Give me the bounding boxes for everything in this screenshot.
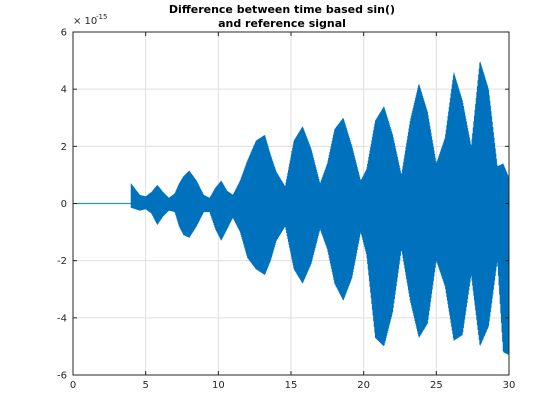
y-exponent-label: × 10 -15 xyxy=(73,13,107,27)
y-tick-label: 0 xyxy=(61,199,67,210)
y-tick-labels: -6 -4 -2 0 2 4 6 xyxy=(57,28,67,382)
chart-title-line2: and reference signal xyxy=(218,17,346,30)
x-tick-label: 10 xyxy=(212,380,225,391)
plot-area xyxy=(73,61,509,355)
y-tick-label: -2 xyxy=(57,256,67,267)
chart-title: Difference between time based sin() and … xyxy=(169,3,395,30)
y-tick-label: 6 xyxy=(61,28,67,39)
y-tick-label: -6 xyxy=(57,371,67,382)
tick-marks xyxy=(72,31,510,376)
y-tick-label: -4 xyxy=(57,313,67,324)
x-tick-label: 0 xyxy=(70,380,76,391)
x-tick-label: 5 xyxy=(142,380,148,391)
x-tick-label: 25 xyxy=(430,380,443,391)
y-tick-label: 2 xyxy=(61,142,67,153)
y-tick-label: 4 xyxy=(61,85,67,96)
x-tick-label: 30 xyxy=(503,380,516,391)
y-exponent-power: -15 xyxy=(96,13,107,21)
chart-title-line1: Difference between time based sin() xyxy=(169,3,395,16)
x-tick-labels: 0 5 10 15 20 25 30 xyxy=(70,380,516,391)
y-exponent-base: × 10 xyxy=(73,16,97,27)
x-tick-label: 20 xyxy=(357,380,370,391)
signal-series xyxy=(130,61,509,355)
x-tick-label: 15 xyxy=(285,380,298,391)
